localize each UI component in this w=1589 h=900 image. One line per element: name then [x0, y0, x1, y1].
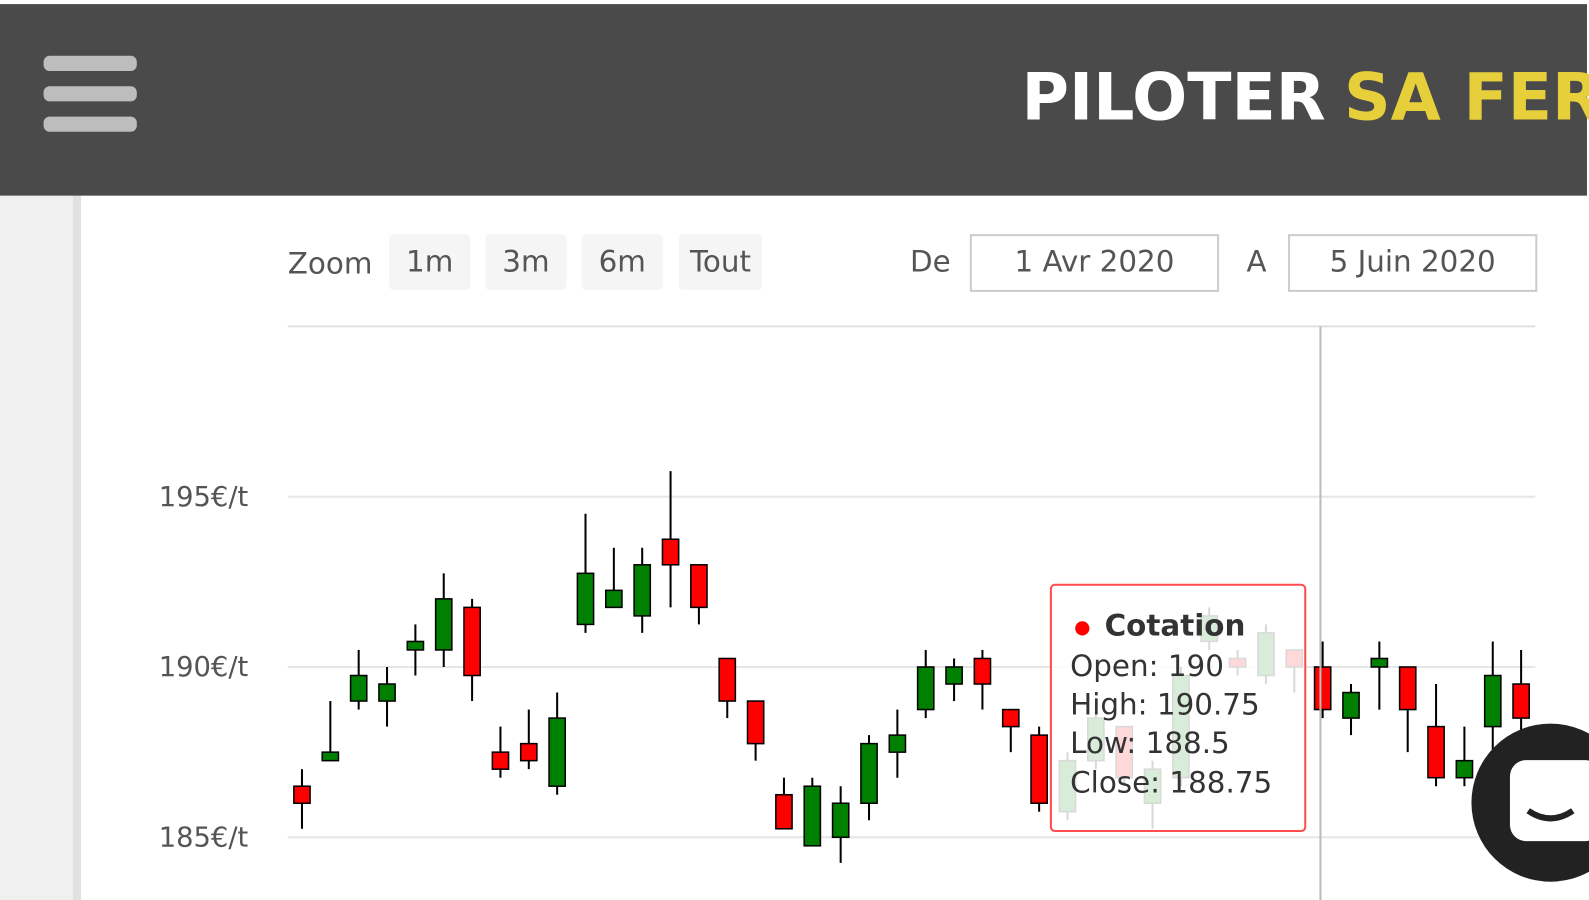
candle-body: [831, 802, 850, 839]
y-tick-label: 195€/t: [159, 482, 249, 513]
zoom-button-label: 1m: [406, 245, 453, 279]
candle-body: [1001, 708, 1020, 728]
tooltip-value: 188.75: [1169, 766, 1272, 800]
candle-body: [633, 564, 652, 617]
candle-body: [1398, 666, 1417, 711]
tooltip-label: High:: [1070, 687, 1147, 721]
to-input[interactable]: [1288, 234, 1538, 292]
candle-body: [860, 742, 878, 804]
tooltip-label: Close:: [1070, 766, 1160, 800]
logo-main: PILOTER: [1022, 61, 1326, 136]
menu-line: [43, 116, 137, 132]
tooltip-row: Low: 188.5: [1070, 726, 1230, 760]
candle-body: [321, 751, 340, 762]
chat-bubble: [1509, 760, 1589, 842]
zoom-button[interactable]: [389, 234, 471, 290]
from-input[interactable]: [969, 234, 1220, 292]
candle-body: [803, 785, 822, 847]
tooltip-row: High: 190.75: [1070, 687, 1260, 721]
tooltip-value: 190: [1168, 649, 1224, 683]
candle-body: [1483, 674, 1502, 728]
side-panel: [0, 195, 82, 900]
side-shadow: [72, 195, 82, 900]
tooltip-marker: [1075, 621, 1090, 636]
header-bar: [0, 4, 1587, 196]
tooltip-row: Open: 190: [1070, 649, 1224, 683]
y-tick-label: 185€/t: [159, 822, 249, 853]
candle-body: [378, 683, 396, 702]
menu-line: [43, 55, 137, 71]
to-date: 5 Juin 2020: [1330, 245, 1496, 279]
candle-body: [491, 751, 510, 770]
menu-button[interactable]: [43, 55, 137, 132]
logo-accent: SA FERME: [1344, 61, 1589, 136]
candle-body: [434, 598, 453, 651]
zoom-buttons: 1m 3m 6m Tout: [389, 234, 763, 290]
candle-body: [945, 666, 963, 685]
candle-body: [406, 640, 425, 651]
menu-line: [43, 86, 137, 102]
candle-body: [746, 700, 765, 745]
tooltip-title: Cotation: [1105, 608, 1246, 642]
zoom-button-label: Tout: [689, 245, 751, 279]
tooltip-label: Open:: [1070, 649, 1158, 683]
candle-body: [1370, 657, 1389, 668]
zoom-button[interactable]: [485, 234, 567, 290]
to-label: A: [1246, 245, 1266, 279]
candle-body: [548, 717, 567, 787]
candle-body: [519, 742, 538, 762]
candle-body: [690, 564, 708, 609]
candle-body: [1030, 734, 1048, 804]
candle-body: [973, 657, 992, 685]
zoom-button-label: 6m: [599, 245, 646, 279]
candle-body: [1427, 725, 1445, 779]
tooltip-label: Low:: [1070, 726, 1136, 760]
candle-body: [604, 589, 623, 609]
candle-body: [888, 734, 907, 753]
zoom-label: Zoom: [288, 247, 373, 281]
candle-body: [1455, 759, 1474, 779]
candle-body: [1342, 691, 1360, 719]
candle-body: [1512, 683, 1530, 719]
chat-smile: [1526, 808, 1575, 822]
candle-body: [1313, 666, 1332, 711]
tooltip: Cotation Open: 190 High: 190.75 Low: 188…: [1049, 583, 1307, 833]
zoom-button[interactable]: [581, 234, 663, 290]
chat-button[interactable]: [1471, 723, 1589, 882]
tooltip-value: 188.5: [1146, 726, 1230, 760]
tooltip-value: 190.75: [1157, 687, 1260, 721]
zoom-button-label: 3m: [502, 245, 549, 279]
from-date: 1 Avr 2020: [1014, 245, 1174, 279]
y-tick-label: 190€/t: [159, 652, 249, 683]
candle-body: [293, 785, 311, 804]
candle-body: [718, 657, 737, 702]
candle-body: [916, 666, 935, 711]
candle-body: [463, 606, 481, 677]
candle-body: [661, 538, 680, 566]
from-label: De: [910, 245, 951, 279]
zoom-button[interactable]: [678, 234, 763, 290]
candle-body: [576, 572, 595, 626]
tooltip-box: [1049, 583, 1307, 833]
candle-body: [349, 674, 368, 702]
tooltip-row: Close: 188.75: [1070, 766, 1272, 800]
candle-body: [775, 793, 793, 830]
